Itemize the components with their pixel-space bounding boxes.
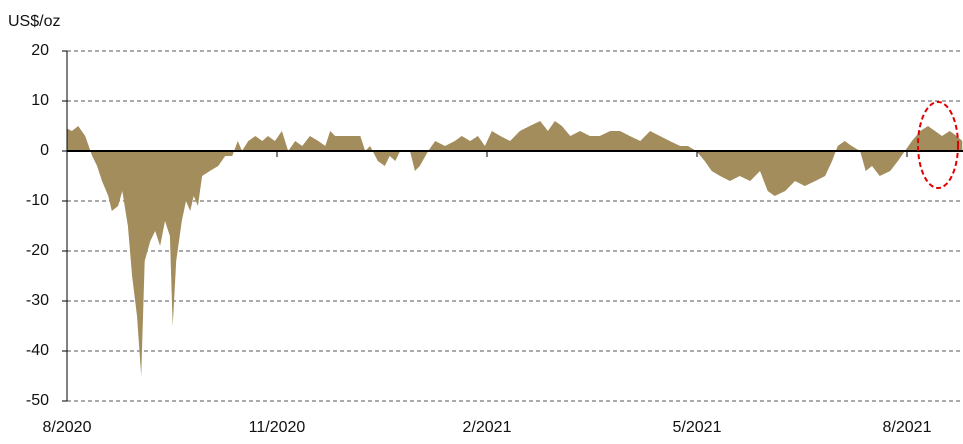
x-tick-label: 5/2021 — [673, 419, 722, 436]
y-tick-label: -40 — [26, 342, 49, 359]
x-tick-label: 8/2021 — [883, 419, 932, 436]
y-tick-label: 0 — [40, 142, 49, 159]
y-tick-label: -20 — [26, 242, 49, 259]
y-tick-label: 20 — [31, 42, 49, 59]
y-tick-label: -10 — [26, 192, 49, 209]
area — [67, 121, 963, 376]
x-tick-label: 2/2021 — [463, 419, 512, 436]
y-tick-label: -50 — [26, 392, 49, 409]
x-tick-label: 8/2020 — [43, 419, 92, 436]
x-tick-label: 11/2020 — [249, 419, 306, 436]
highlight-ellipse — [917, 101, 959, 189]
y-tick-label: -30 — [26, 292, 49, 309]
y-axis-label: US$/oz — [8, 13, 60, 30]
y-tick-label: 10 — [31, 92, 49, 109]
